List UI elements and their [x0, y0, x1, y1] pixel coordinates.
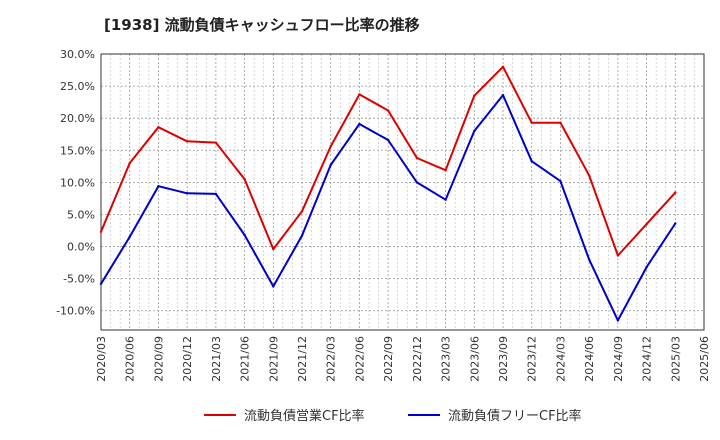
series-1-point [157, 126, 160, 129]
series-1-point [185, 140, 189, 143]
x-tick-label: 2022/09 [382, 336, 395, 382]
x-tick-label: 2025/06 [698, 336, 711, 382]
series-1-point [587, 174, 591, 177]
y-tick-label: 20.0% [60, 112, 95, 125]
series-2-point [473, 129, 476, 133]
series-2-point [501, 93, 505, 97]
y-tick-label: -5.0% [63, 273, 95, 286]
series-1-point [559, 121, 562, 124]
series-2-point [157, 185, 160, 188]
series-2-point [329, 163, 332, 167]
x-tick-label: 2022/03 [325, 336, 338, 382]
series-1-point [358, 93, 361, 96]
plot-area [101, 54, 704, 330]
x-tick-label: 2020/09 [152, 336, 165, 382]
series-1-point [214, 141, 218, 144]
x-tick-label: 2021/09 [267, 336, 280, 382]
series-2-point [99, 282, 103, 285]
series-1-point [501, 65, 505, 69]
series-2-point [444, 198, 447, 201]
series-1-point [99, 230, 103, 233]
legend-label-2: 流動負債フリーCF比率 [448, 408, 582, 424]
series-1-point [444, 169, 447, 172]
chart-title: [1938] 流動負債キャッシュフロー比率の推移 [104, 16, 420, 34]
series-2-point [386, 138, 390, 142]
series-1-point [300, 210, 304, 213]
series-1-point [473, 94, 476, 97]
series-2-point [587, 258, 591, 261]
series-1-point [386, 109, 390, 112]
series-2-point [214, 192, 218, 196]
x-tick-label: 2023/03 [440, 336, 453, 382]
series-2-point [185, 192, 189, 195]
series-1-point [329, 145, 332, 148]
x-tick-label: 2021/06 [239, 336, 252, 382]
x-tick-label: 2023/12 [526, 336, 539, 382]
x-tick-label: 2021/12 [296, 336, 309, 382]
series-2-point [530, 160, 533, 163]
x-tick-label: 2022/12 [411, 336, 424, 382]
series-2-point [358, 122, 361, 126]
y-tick-label: 0.0% [67, 241, 95, 254]
series-2-point [559, 179, 562, 183]
x-tick-label: 2024/12 [641, 336, 654, 382]
series-1-point [674, 191, 677, 194]
series-1-point [128, 161, 131, 165]
x-tick-label: 2023/09 [497, 336, 510, 382]
series-1-point [415, 156, 419, 160]
series-2-point [616, 319, 620, 322]
y-tick-label: 5.0% [67, 208, 95, 221]
series-2-point [674, 222, 677, 225]
x-tick-label: 2023/06 [468, 336, 481, 382]
series-2-point [415, 181, 419, 184]
x-tick-label: 2024/06 [583, 336, 596, 382]
legend-label-1: 流動負債営業CF比率 [244, 408, 365, 424]
x-tick-label: 2020/06 [124, 336, 137, 382]
series-1-point [645, 222, 648, 226]
y-tick-label: 30.0% [60, 48, 95, 61]
x-tick-label: 2020/12 [181, 336, 194, 382]
series-2-point [128, 235, 131, 239]
series-1-point [530, 121, 533, 124]
plot-border [100, 53, 705, 331]
series-1-point [272, 247, 275, 251]
x-tick-label: 2024/03 [554, 336, 567, 382]
x-tick-label: 2024/09 [612, 336, 625, 382]
series-2-point [300, 234, 304, 237]
series-2-point [272, 285, 275, 288]
x-tick-label: 2020/03 [95, 336, 108, 382]
y-tick-label: 10.0% [60, 176, 95, 189]
series-1-point [616, 254, 620, 257]
y-tick-label: -10.0% [56, 305, 95, 318]
series-1-point [243, 178, 246, 181]
y-tick-label: 25.0% [60, 80, 95, 93]
x-tick-label: 2021/03 [210, 336, 223, 382]
series-2-point [243, 233, 246, 237]
x-tick-label: 2022/06 [353, 336, 366, 382]
y-tick-label: 15.0% [60, 144, 95, 157]
x-tick-label: 2025/03 [669, 336, 682, 382]
series-2-point [645, 265, 648, 269]
